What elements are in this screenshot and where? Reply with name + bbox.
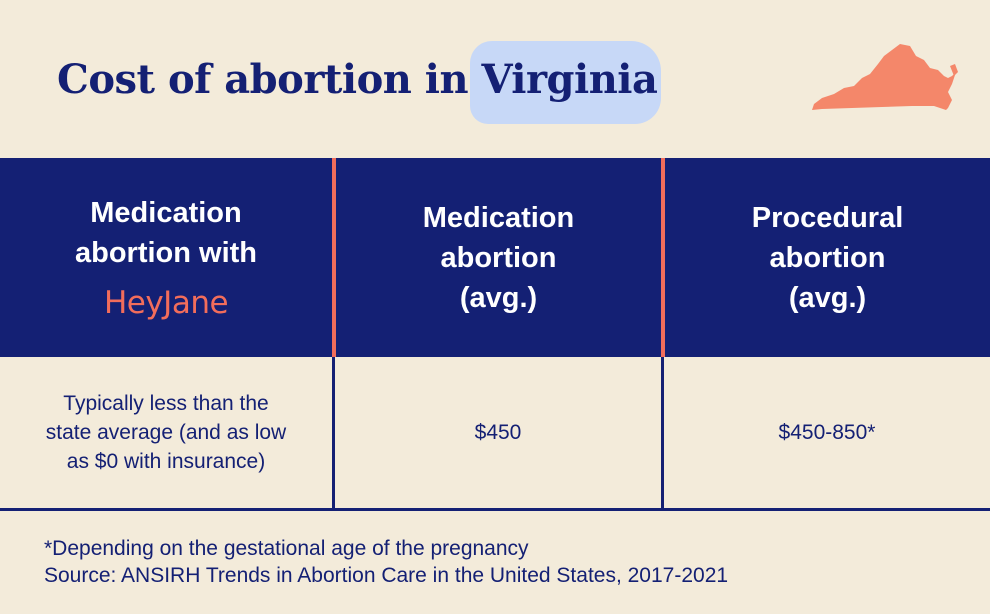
header-line: Procedural (751, 201, 904, 234)
header-line: abortion (769, 241, 886, 274)
source-citation: Source: ANSIRH Trends in Abortion Care i… (44, 564, 729, 587)
header-divider (332, 158, 336, 357)
footnotes: *Depending on the gestational age of the… (44, 535, 728, 589)
header-line: abortion with (74, 236, 258, 269)
gestational-age-note: *Depending on the gestational age of the… (44, 537, 529, 560)
cell-divider (332, 357, 335, 508)
cell-heyjane-cost: Typically less than the state average (a… (0, 357, 332, 508)
cell-line: state average (and as low (45, 421, 287, 444)
header-heyjane-medication: Medication abortion with HeyJane (0, 158, 332, 357)
table-bottom-rule (0, 508, 990, 511)
cell-line: $450-850* (778, 421, 876, 444)
header-line: Medication (90, 196, 242, 229)
table-header-row: Medication abortion with HeyJane Medicat… (0, 158, 990, 357)
header-procedural-avg: Procedural abortion (avg.) (665, 158, 990, 357)
cell-medication-cost: $450 (335, 357, 661, 508)
cell-procedural-cost: $450-850* (664, 357, 990, 508)
cell-line: as $0 with insurance) (66, 450, 266, 473)
cell-line: Typically less than the (63, 392, 269, 415)
table-row: Typically less than the state average (a… (0, 357, 990, 508)
heyjane-logo: HeyJane (103, 284, 229, 321)
title-highlight (470, 41, 661, 124)
cell-line: $450 (474, 421, 522, 444)
header-medication-avg: Medication abortion (avg.) (336, 158, 661, 357)
title-prefix: Cost of abortion in (57, 56, 482, 103)
header-line: Medication (422, 201, 575, 234)
cell-divider (661, 357, 664, 508)
title-state: Virginia (481, 56, 658, 103)
virginia-state-map-icon (812, 44, 958, 110)
header-line: (avg.) (788, 281, 867, 314)
header-divider (661, 158, 665, 357)
header-line: abortion (440, 241, 557, 274)
header-line: (avg.) (459, 281, 538, 314)
cost-table: Medication abortion with HeyJane Medicat… (0, 158, 990, 511)
page-title: Cost of abortion in Virginia (57, 52, 658, 108)
